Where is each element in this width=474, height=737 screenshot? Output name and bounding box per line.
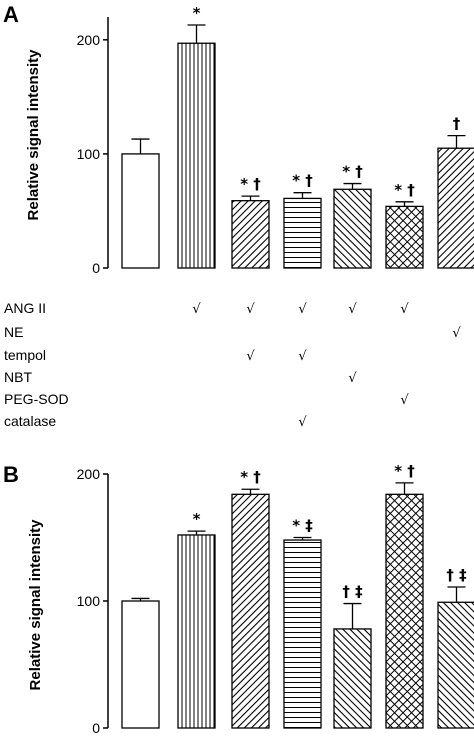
treatment-row-label: tempol (4, 347, 46, 363)
treatment-check-mark: √ (400, 393, 409, 408)
panel-a-bar (231, 200, 270, 269)
panel-a-bar (177, 42, 216, 269)
panel-b-significance-label: † ‡ (342, 583, 363, 601)
treatment-check-mark: √ (400, 302, 409, 317)
panel-a-bar (333, 188, 372, 269)
panel-a-y-tick-label: 0 (92, 260, 100, 276)
panel-a-bar (437, 147, 474, 269)
panel-a-significance-label: * (193, 4, 201, 22)
panel-b-bar (283, 539, 322, 729)
treatment-row-label: ANG II (4, 300, 46, 316)
treatment-check-mark: √ (298, 415, 307, 430)
panel-b-plot: 0 100 200 * * † * ‡ † ‡ * † † ‡ (77, 462, 474, 736)
panel-a-y-tick-label: 100 (77, 146, 101, 162)
panel-b-y-tick-label: 200 (77, 466, 101, 482)
panel-a-plot: 0 100 200 * * † * † * † * † † (77, 4, 474, 276)
panel-a-significance-label: † (453, 115, 461, 133)
panel-b-significance-label: † ‡ (446, 566, 467, 584)
panel-a-ylabel: Relative signal intensity (25, 49, 42, 221)
panel-b-bar (177, 534, 216, 729)
panel-a-bar (283, 197, 322, 269)
treatment-check-mark: √ (452, 326, 461, 341)
panel-b-bar (437, 601, 474, 729)
panel-b-significance-label: * (193, 510, 201, 528)
panel-a: A Relative signal intensity 0 100 200 * * † *… (3, 2, 474, 276)
treatment-check-mark: √ (298, 302, 307, 317)
panel-a-significance-label: * † (292, 172, 313, 190)
panel-b-bar (231, 493, 270, 729)
panel-a-significance-label: * † (342, 163, 363, 181)
treatment-row-label: NE (4, 324, 23, 340)
treatment-check-mark: √ (246, 349, 255, 364)
panel-a-significance-label: * † (240, 175, 261, 193)
panel-b-bar (121, 600, 160, 729)
panel-b-bar (385, 493, 424, 729)
treatment-check-mark: √ (348, 302, 357, 317)
treatment-check-mark: √ (246, 302, 255, 317)
treatment-table: ANG II √ √ √ √ √ NE √ tempol √ √ NBT √ PEG-SOD √ catala… (4, 300, 461, 430)
panel-a-significance-label: * † (394, 181, 415, 199)
treatment-row-label: PEG-SOD (4, 391, 69, 407)
panel-a-bar (121, 153, 160, 269)
panel-a-letter: A (3, 2, 19, 27)
panel-b-bar (333, 628, 372, 729)
panel-b-letter: B (3, 462, 19, 487)
panel-b-y-tick-label: 100 (77, 593, 101, 609)
panel-b-significance-label: * † (240, 468, 261, 486)
treatment-check-mark: √ (348, 371, 357, 386)
panel-b-y-tick-label: 0 (92, 720, 100, 736)
panel-b-significance-label: * ‡ (292, 517, 313, 535)
treatment-row-label: catalase (4, 413, 56, 429)
panel-a-y-tick-label: 200 (77, 32, 101, 48)
treatment-check-mark: √ (298, 349, 307, 364)
panel-a-bar (385, 205, 424, 269)
treatment-check-mark: √ (192, 302, 201, 317)
panel-b-ylabel: Relative signal intensity (27, 519, 44, 691)
treatment-row-label: NBT (4, 369, 32, 385)
panel-b-significance-label: * † (394, 462, 415, 480)
panel-b: B Relative signal intensity 0 100 200 * * † *… (3, 462, 474, 736)
